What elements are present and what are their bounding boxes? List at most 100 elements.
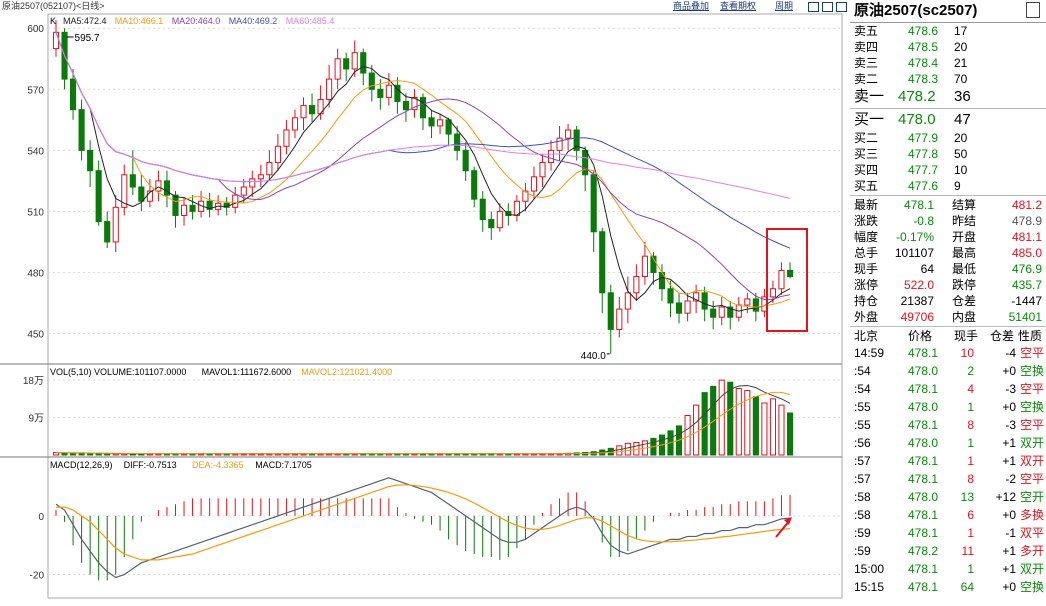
volume-bar — [735, 387, 742, 456]
chart-svg[interactable]: 600 570 540 510 480 450 595.7 440.0 K MA5:472.4 MA… — [0, 0, 848, 603]
stat-label: 外盘 — [854, 310, 879, 324]
stat-label: 现手 — [854, 262, 879, 276]
stat-label: 仓差 — [952, 294, 977, 308]
tick-price: 478.1 — [908, 346, 939, 360]
window-icon[interactable] — [1026, 2, 1040, 18]
candle — [573, 129, 580, 151]
view-options-button[interactable]: 查看期权 — [720, 1, 757, 11]
tick-row[interactable]: :54 478.0 2 +0 空换 — [850, 362, 1046, 380]
candle — [667, 288, 674, 304]
stat-value: 64 — [920, 262, 934, 276]
tick-row[interactable]: :58 478.1 6 +0 多换 — [850, 506, 1046, 524]
tick-row[interactable]: :56 478.0 1 +1 双开 — [850, 434, 1046, 452]
tick-row[interactable]: :55 478.0 1 +0 空换 — [850, 398, 1046, 416]
candle — [641, 255, 648, 278]
bid-volume: 47 — [954, 111, 971, 128]
candle — [155, 180, 162, 192]
tick-volume: 11 — [961, 544, 974, 558]
candle — [70, 78, 77, 111]
tick-row[interactable]: :59 478.2 11 +1 多开 — [850, 542, 1046, 560]
candle — [240, 186, 247, 196]
candle — [650, 255, 657, 273]
tick-type: 空平 — [1019, 472, 1044, 486]
candle — [769, 288, 776, 298]
stat-value: 476.9 — [1011, 262, 1042, 276]
tick-row[interactable]: :59 478.1 1 -1 双平 — [850, 524, 1046, 542]
ask-volume: 36 — [954, 88, 971, 105]
stat-row: 外盘 49706 内盘 51401 — [850, 309, 1046, 325]
ask-price: 478.5 — [908, 40, 939, 54]
period-button[interactable]: 周期 — [775, 1, 794, 11]
tick-oi: -2 — [1005, 472, 1016, 486]
tick-row[interactable]: 15:00 478.1 1 +1 双开 — [850, 560, 1046, 578]
tick-row[interactable]: 14:59 478.1 10 -4 空平 — [850, 344, 1046, 362]
stat-value: 49706 — [900, 310, 934, 324]
bid-volume: 9 — [954, 179, 961, 193]
chart-area[interactable]: 600 570 540 510 480 450 595.7 440.0 K MA5:472.4 MA… — [0, 0, 848, 603]
candle — [308, 105, 316, 115]
ma-legend: MA20:464.0 — [172, 16, 221, 26]
tick-header: 北京 价格 现手 仓差 性质 — [854, 329, 1043, 343]
tick-row[interactable]: :54 478.1 4 -3 空平 — [850, 380, 1046, 398]
candle — [206, 200, 213, 210]
tick-time: :55 — [854, 400, 871, 414]
candle — [479, 198, 486, 221]
macd-legend: MACD:7.1705 — [255, 460, 312, 470]
layout-icon[interactable] — [808, 2, 819, 12]
candle — [693, 292, 700, 302]
stat-label: 持仓 — [854, 294, 879, 308]
ask-label: 卖四 — [854, 40, 879, 54]
ma-line — [55, 32, 791, 249]
ma-legend: MA40:469.2 — [229, 16, 278, 26]
volume-tick-label: 18万 — [23, 376, 44, 387]
tick-price: 478.1 — [908, 418, 939, 432]
candle — [547, 149, 555, 164]
tick-row[interactable]: :57 478.1 1 +1 双开 — [850, 452, 1046, 470]
tick-volume: 8 — [967, 472, 974, 486]
stat-label: 总手 — [854, 246, 879, 260]
layout-alt-icon[interactable] — [822, 2, 833, 12]
tick-row[interactable]: :58 478.0 13 +12 空开 — [850, 488, 1046, 506]
tick-oi: +0 — [1002, 364, 1016, 378]
panel-toggle-icon[interactable] — [836, 2, 847, 12]
tick-list[interactable]: 14:59 478.1 10 -4 空平:54 478.0 2 +0 空换:54 478.1 4 -3… — [850, 344, 1046, 596]
stat-value: -0.8 — [913, 214, 934, 228]
ask-price: 478.6 — [908, 24, 939, 38]
overlay-commodity-button[interactable]: 商品叠加 — [673, 1, 710, 11]
tick-time: :57 — [854, 454, 871, 468]
candle — [334, 58, 341, 80]
tick-type: 双平 — [1019, 526, 1044, 540]
tick-row[interactable]: :55 478.1 8 -3 空平 — [850, 416, 1046, 434]
tick-oi: +0 — [1002, 400, 1016, 414]
quote-panel: 原油2507(sc2507) 卖五 478.6 17 卖四 478.5 20 卖三 478.4… — [850, 0, 1046, 603]
candle — [778, 269, 785, 290]
tick-oi: -3 — [1005, 418, 1016, 432]
tick-row[interactable]: :57 478.1 8 -2 空平 — [850, 470, 1046, 488]
bid-volume: 20 — [954, 131, 968, 145]
candle — [428, 117, 435, 127]
candle — [462, 149, 469, 172]
tick-volume: 6 — [967, 508, 974, 522]
stat-value: 481.2 — [1011, 198, 1042, 212]
tick-volume: 1 — [967, 436, 974, 450]
tick-type: 空换 — [1019, 580, 1044, 594]
stat-value: 51401 — [1008, 310, 1042, 324]
candle — [172, 194, 179, 216]
price-tick-label: 480 — [27, 268, 44, 279]
tick-price: 478.0 — [908, 400, 939, 414]
tick-time: :59 — [854, 526, 871, 540]
tick-row[interactable]: 15:15 478.1 64 +0 空换 — [850, 578, 1046, 596]
bid-row: 买四 477.7 10 — [850, 162, 1046, 178]
ma-line — [55, 32, 791, 308]
candle — [505, 210, 512, 216]
candle — [437, 119, 444, 127]
volume-bar — [744, 390, 751, 456]
tick-volume: 1 — [967, 400, 974, 414]
ask-price: 478.4 — [908, 56, 939, 70]
tick-time: :54 — [854, 382, 871, 396]
candle — [727, 306, 734, 318]
stat-label: 昨结 — [952, 214, 977, 228]
candle — [522, 190, 529, 202]
candle — [744, 298, 751, 306]
tick-oi: -3 — [1005, 382, 1016, 396]
